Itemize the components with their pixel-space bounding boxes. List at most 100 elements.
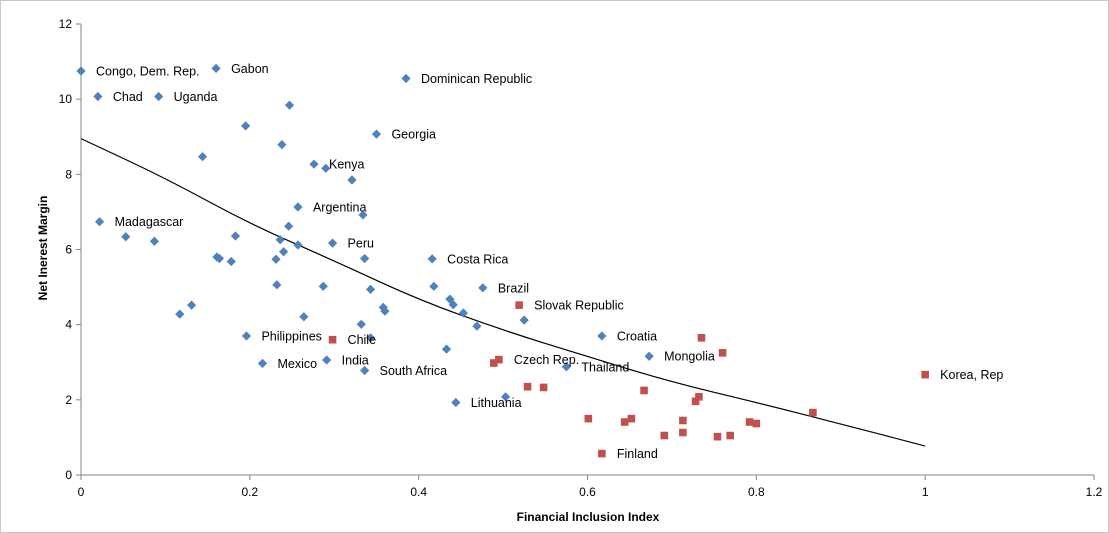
point-label: Brazil bbox=[498, 281, 529, 295]
x-tick-label: 0.6 bbox=[579, 485, 596, 499]
point-label: Congo, Dem. Rep. bbox=[96, 64, 200, 78]
data-point-square bbox=[809, 408, 817, 417]
data-point-diamond bbox=[360, 365, 370, 376]
point-label: Chad bbox=[113, 90, 143, 104]
point-label: Slovak Republic bbox=[534, 299, 624, 313]
data-point-diamond bbox=[275, 235, 285, 245]
x-tick-label: 1 bbox=[922, 485, 929, 499]
point-label: Chile bbox=[348, 333, 377, 347]
point-label: South Africa bbox=[380, 364, 447, 378]
data-point-diamond bbox=[441, 344, 452, 354]
data-point-diamond bbox=[186, 300, 197, 310]
data-point-square bbox=[489, 359, 498, 367]
data-point-diamond bbox=[93, 91, 103, 102]
data-point-diamond bbox=[360, 253, 370, 264]
data-point-square bbox=[745, 418, 754, 426]
data-point-diamond bbox=[277, 140, 287, 150]
y-tick-label: 2 bbox=[65, 393, 72, 407]
point-label: Lithuania bbox=[471, 396, 522, 410]
point-labels-group: Congo, Dem. Rep. Gabon Dominican Republic C… bbox=[96, 62, 1003, 461]
data-point-diamond bbox=[358, 210, 368, 220]
data-point-diamond bbox=[293, 240, 303, 250]
data-point-diamond bbox=[293, 202, 303, 212]
data-point-diamond bbox=[356, 319, 366, 329]
data-point-square bbox=[584, 414, 593, 423]
point-label: Philippines bbox=[261, 329, 321, 343]
point-label: Gabon bbox=[231, 62, 269, 76]
data-point-diamond bbox=[318, 281, 328, 291]
point-label: Croatia bbox=[617, 329, 657, 343]
trendline-group bbox=[80, 138, 926, 447]
point-label: Uganda bbox=[174, 90, 218, 104]
data-point-diamond bbox=[597, 331, 607, 341]
point-label: Mongolia bbox=[664, 350, 715, 364]
point-label: Argentina bbox=[313, 201, 367, 215]
data-point-square bbox=[328, 335, 337, 344]
data-point-diamond bbox=[365, 284, 376, 294]
data-point-diamond bbox=[501, 392, 511, 402]
point-label: Thailand bbox=[581, 360, 629, 374]
y-axis-title: Net Inerest Margin bbox=[36, 196, 50, 301]
y-tick-label: 6 bbox=[65, 243, 72, 257]
data-point-diamond bbox=[478, 283, 488, 293]
x-tick-label: 0.2 bbox=[241, 485, 258, 499]
data-point-diamond bbox=[322, 355, 332, 365]
data-point-diamond bbox=[279, 247, 289, 257]
x-tick-label: 0 bbox=[78, 485, 85, 499]
data-point-diamond bbox=[321, 163, 331, 173]
data-point-diamond bbox=[429, 281, 439, 291]
data-point-diamond bbox=[226, 256, 236, 267]
data-point-diamond bbox=[76, 66, 86, 76]
data-point-diamond bbox=[519, 315, 529, 325]
points-group bbox=[76, 63, 929, 458]
data-point-diamond bbox=[371, 129, 382, 139]
point-label: Peru bbox=[348, 237, 374, 251]
data-point-diamond bbox=[149, 236, 160, 246]
data-point-square bbox=[515, 301, 523, 309]
point-label: Korea, Rep bbox=[940, 368, 1003, 382]
data-point-diamond bbox=[175, 309, 185, 319]
data-point-diamond bbox=[299, 312, 309, 322]
data-point-diamond bbox=[644, 351, 654, 361]
data-point-diamond bbox=[211, 63, 221, 73]
x-tick-label: 1.2 bbox=[1086, 485, 1103, 499]
y-tick-label: 4 bbox=[65, 318, 72, 332]
data-point-diamond bbox=[561, 362, 571, 372]
data-point-square bbox=[713, 432, 722, 441]
data-point-diamond bbox=[230, 231, 241, 241]
point-label: Georgia bbox=[391, 128, 436, 142]
data-point-square bbox=[697, 334, 706, 342]
x-tick-label: 0.8 bbox=[748, 485, 765, 499]
data-point-diamond bbox=[309, 159, 319, 169]
data-point-diamond bbox=[284, 221, 294, 231]
point-label: Madagascar bbox=[115, 215, 184, 229]
data-point-square bbox=[695, 393, 703, 401]
y-tick-label: 12 bbox=[59, 17, 73, 31]
data-point-diamond bbox=[445, 294, 455, 304]
point-label: Dominican Republic bbox=[421, 72, 532, 86]
data-point-square bbox=[539, 383, 548, 392]
trendline bbox=[80, 138, 926, 447]
data-point-square bbox=[523, 382, 532, 391]
data-point-diamond bbox=[448, 300, 458, 310]
data-point-diamond bbox=[327, 238, 338, 248]
data-point-diamond bbox=[121, 232, 131, 242]
data-point-diamond bbox=[241, 121, 251, 131]
x-axis-title: Financial Inclusion Index bbox=[517, 510, 660, 524]
data-point-square bbox=[495, 355, 503, 364]
x-tick-label: 0.4 bbox=[410, 485, 427, 499]
y-tick-label: 8 bbox=[65, 167, 72, 181]
point-label: Finland bbox=[617, 447, 658, 461]
data-point-square bbox=[627, 414, 636, 423]
data-point-square bbox=[726, 431, 734, 440]
y-tick-label: 0 bbox=[65, 468, 72, 482]
data-point-square bbox=[660, 431, 669, 440]
data-point-diamond bbox=[271, 254, 281, 264]
data-point-diamond bbox=[380, 306, 390, 316]
data-point-square bbox=[679, 416, 687, 425]
data-point-square bbox=[718, 349, 727, 357]
data-point-diamond bbox=[451, 397, 461, 408]
data-point-diamond bbox=[365, 333, 376, 343]
